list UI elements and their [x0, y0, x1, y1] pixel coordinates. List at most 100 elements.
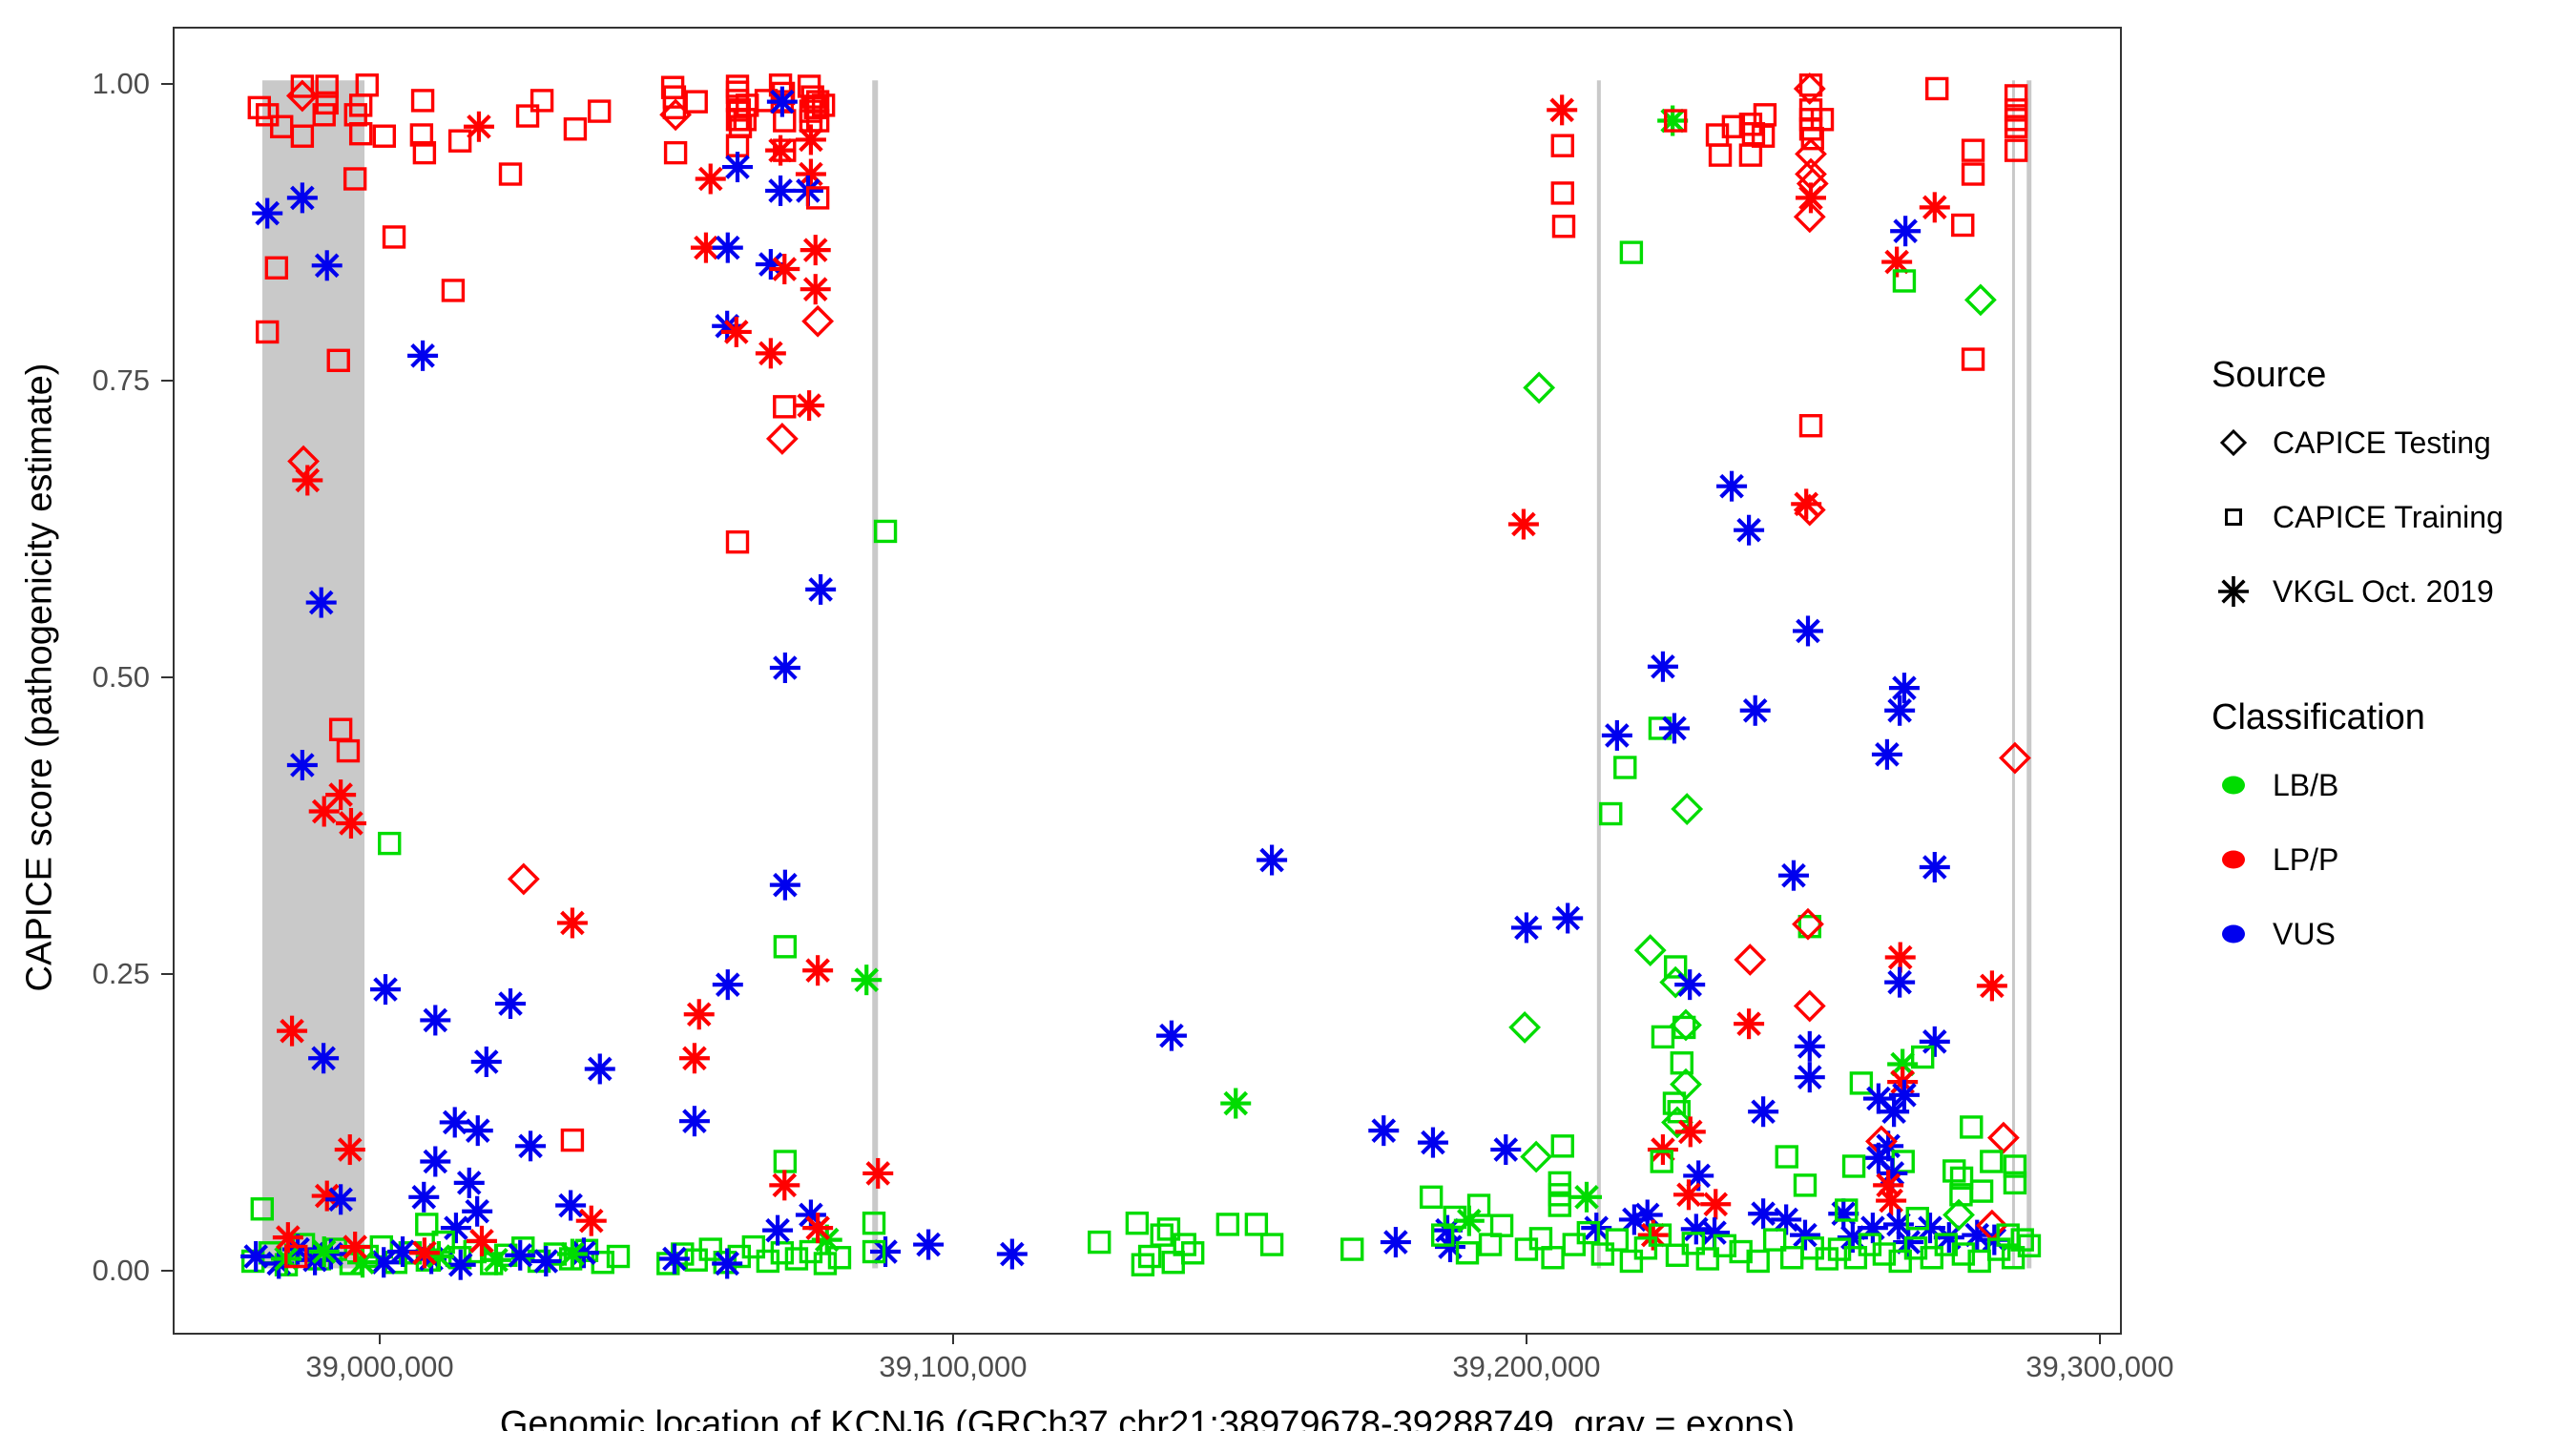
- data-point: [720, 316, 752, 347]
- data-point: [659, 98, 693, 132]
- data-point: [1647, 1134, 1678, 1166]
- data-point: [811, 93, 836, 117]
- legend-classification-group: Classification LB/B LP/P VUS: [2212, 697, 2503, 956]
- data-point: [770, 1241, 795, 1265]
- y-tick-label: 0.25: [92, 956, 150, 990]
- data-point: [1173, 1233, 1196, 1256]
- data-point: [799, 1239, 823, 1264]
- data-point: [1633, 934, 1667, 966]
- data-point: [805, 573, 837, 605]
- data-point: [1775, 1145, 1798, 1169]
- data-point: [1893, 1227, 1924, 1258]
- data-point: [1695, 1247, 1720, 1271]
- data-point: [462, 1195, 493, 1227]
- data-point: [1417, 1127, 1448, 1158]
- data-point: [1835, 1198, 1859, 1222]
- data-point: [409, 123, 434, 147]
- data-point: [1601, 719, 1632, 751]
- data-point: [1581, 1213, 1612, 1244]
- data-point: [1794, 1030, 1825, 1062]
- data-point: [1647, 651, 1678, 682]
- data-point: [873, 519, 898, 544]
- data-point: [1528, 1227, 1553, 1251]
- data-point: [1508, 1011, 1542, 1044]
- data-point: [575, 1205, 607, 1236]
- exon-band: [2011, 80, 2015, 1269]
- data-point: [1746, 1249, 1770, 1274]
- data-point: [439, 1107, 470, 1138]
- data-point: [463, 111, 494, 142]
- data-point: [2001, 1246, 2025, 1270]
- data-point: [1700, 1189, 1732, 1220]
- data-point: [813, 1252, 838, 1275]
- data-point: [1888, 673, 1920, 704]
- data-point: [1489, 1213, 1514, 1237]
- data-point: [256, 320, 280, 344]
- data-point: [1434, 1232, 1465, 1263]
- data-point: [1792, 615, 1823, 647]
- data-point: [1631, 1199, 1663, 1231]
- legend-item-source: CAPICE Training: [2212, 495, 2503, 539]
- data-point: [2003, 1171, 2027, 1195]
- data-point: [1951, 1242, 1976, 1266]
- data-point: [1665, 1243, 1690, 1267]
- data-point: [1510, 912, 1542, 944]
- diamond-icon: [2219, 428, 2248, 457]
- data-point: [325, 1184, 357, 1215]
- data-point: [712, 232, 743, 263]
- data-point: [1340, 1237, 1364, 1261]
- legend-item-label: VUS: [2273, 916, 2336, 951]
- x-tick-mark: [1525, 1333, 1527, 1344]
- data-point: [1884, 695, 1916, 726]
- data-point: [378, 831, 402, 856]
- data-point: [462, 1115, 493, 1147]
- data-point: [1674, 1116, 1706, 1148]
- data-point: [336, 738, 361, 763]
- data-point: [1751, 124, 1776, 148]
- data-point: [1651, 1025, 1675, 1049]
- data-point: [1919, 192, 1950, 223]
- data-point: [756, 1249, 780, 1274]
- data-point: [1762, 1228, 1787, 1252]
- data-point: [1987, 1121, 2020, 1154]
- color-dot-icon: [2222, 776, 2245, 795]
- data-point: [334, 1134, 365, 1166]
- data-point: [1507, 508, 1539, 540]
- data-point: [851, 964, 883, 996]
- data-point: [1794, 1062, 1825, 1093]
- data-point: [410, 89, 435, 113]
- legend-source-title: Source: [2212, 355, 2327, 395]
- data-point: [1969, 1179, 1994, 1203]
- data-point: [827, 1246, 852, 1270]
- data-point: [2017, 1234, 2042, 1258]
- data-point: [1150, 1223, 1174, 1247]
- data-point: [1888, 1079, 1920, 1110]
- data-point: [1890, 216, 1922, 247]
- data-point: [515, 1130, 547, 1162]
- data-point: [784, 1247, 809, 1271]
- data-point: [507, 862, 540, 896]
- data-point: [803, 95, 827, 120]
- data-point: [765, 135, 797, 166]
- legend-item-label: LP/P: [2273, 841, 2339, 877]
- data-point: [663, 140, 688, 165]
- data-point: [765, 175, 797, 206]
- data-point: [1419, 1185, 1444, 1210]
- data-point: [1884, 966, 1916, 998]
- data-point: [606, 1244, 631, 1269]
- data-point: [1619, 240, 1644, 264]
- data-point: [1827, 1237, 1852, 1261]
- x-tick-label: 39,100,000: [879, 1350, 1028, 1383]
- data-point: [1793, 1173, 1818, 1197]
- data-point: [1380, 1227, 1411, 1258]
- data-point: [256, 103, 280, 127]
- data-point: [1879, 1096, 1910, 1128]
- data-point: [343, 167, 367, 191]
- legend-source-group: Source CAPICE Testing CAPICE Training VKGL…: [2212, 355, 2503, 613]
- data-point: [794, 390, 825, 422]
- data-point: [1708, 143, 1733, 167]
- data-point: [683, 999, 715, 1030]
- data-point: [420, 1005, 451, 1036]
- data-point: [1843, 1246, 1868, 1270]
